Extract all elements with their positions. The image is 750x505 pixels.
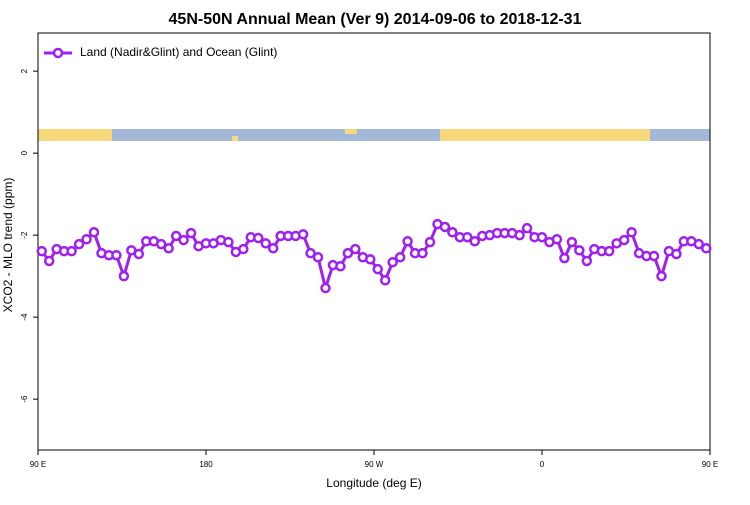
point: [671, 248, 682, 260]
point: [253, 232, 264, 244]
x-tick-label: 0: [540, 460, 545, 469]
point: [394, 252, 406, 263]
point: [417, 247, 428, 259]
point: [462, 231, 473, 243]
y-tick-label: -2: [20, 231, 29, 239]
point: [111, 249, 122, 261]
point: [701, 243, 712, 254]
point: [36, 245, 47, 257]
point: [536, 231, 548, 243]
plot-frame: [37, 32, 711, 451]
point: [155, 238, 167, 250]
point: [320, 282, 331, 294]
y-tick-label: -6: [20, 395, 29, 403]
point: [133, 248, 145, 260]
point: [118, 270, 130, 282]
point: [521, 222, 533, 234]
point: [305, 247, 316, 259]
point: [656, 270, 667, 282]
legend-marker: [52, 47, 64, 59]
y-axis-label: XCO2 - MLO trend (ppm): [1, 178, 15, 313]
point: [260, 238, 271, 249]
point: [551, 233, 563, 245]
point: [387, 256, 398, 268]
point: [574, 245, 585, 256]
point: [267, 243, 279, 254]
point: [238, 243, 249, 255]
point: [365, 254, 376, 265]
point: [312, 252, 324, 263]
point: [693, 238, 705, 250]
point: [618, 234, 630, 246]
point: [439, 221, 451, 233]
point: [185, 227, 197, 239]
x-axis-label: Longitude (deg E): [326, 476, 421, 490]
point: [372, 263, 383, 275]
point: [469, 236, 481, 247]
point: [178, 234, 189, 246]
x-tick-label: 180: [199, 460, 213, 469]
point: [81, 233, 92, 245]
point: [447, 227, 458, 238]
point: [648, 250, 660, 262]
point: [73, 238, 85, 250]
x-tick-label: 90 E: [30, 460, 46, 469]
point: [424, 236, 436, 248]
point: [342, 247, 354, 259]
y-tick-label: 0: [20, 150, 29, 155]
point: [43, 255, 55, 267]
y-tick-label: -4: [20, 313, 29, 321]
point: [402, 236, 413, 247]
point: [626, 227, 637, 238]
point: [514, 229, 525, 241]
point: [379, 274, 391, 286]
point: [350, 243, 361, 255]
point: [581, 255, 593, 267]
point: [559, 252, 570, 264]
point: [335, 261, 346, 272]
x-tick-label: 90 W: [365, 460, 384, 469]
point: [66, 245, 77, 257]
point: [163, 243, 174, 254]
point: [223, 236, 234, 248]
point: [170, 230, 182, 242]
y-tick-label: 2: [20, 68, 29, 73]
point: [566, 236, 578, 248]
x-tick-label: 90 E: [702, 460, 718, 469]
chart-title: 45N-50N Annual Mean (Ver 9) 2014-09-06 t…: [169, 11, 582, 28]
point: [603, 245, 615, 257]
point: [88, 227, 100, 238]
legend-label: Land (Nadir&Glint) and Ocean (Glint): [80, 45, 277, 59]
land-ocean-strip: [38, 129, 710, 141]
point: [297, 229, 309, 240]
